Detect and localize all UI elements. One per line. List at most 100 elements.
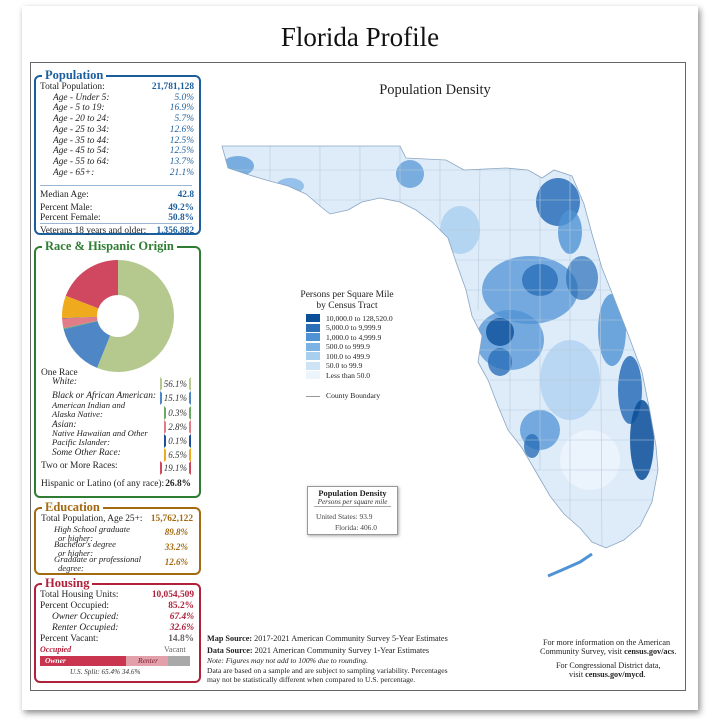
hispanic-value: 26.8% — [165, 479, 191, 489]
education-panel: Education Total Population, Age 25+: 15,… — [34, 500, 201, 575]
donut-slice — [97, 260, 174, 372]
legend-swatch — [306, 352, 320, 361]
population-row-value: 12.5% — [169, 146, 194, 157]
divider — [40, 223, 192, 224]
education-row-value: 89.8% — [164, 527, 188, 537]
race-row-label: Native Hawaiian and Other Pacific Island… — [52, 428, 148, 447]
education-row-line2: or higher: — [58, 532, 94, 543]
legend-swatch — [306, 371, 320, 380]
occupied-label: Percent Occupied: — [40, 601, 109, 611]
occupied-bar — [40, 656, 168, 666]
divider — [40, 185, 192, 186]
rounding-note: Note: Figures may not add to 100% due to… — [207, 656, 368, 665]
population-summary-label: Veterans 18 years and older: — [40, 226, 147, 236]
bar-occupied-label: Occupied — [40, 645, 72, 654]
renter-label: Renter Occupied: — [52, 623, 119, 633]
population-summary-value: 1,356,882 — [156, 226, 195, 236]
cong-info-text: visit — [569, 670, 586, 679]
population-summary-label: Percent Female: — [40, 213, 101, 223]
florida-density-map — [221, 145, 659, 578]
population-row-label: Age - 20 to 24: — [53, 114, 110, 125]
race-donut-chart — [62, 260, 174, 372]
education-row-value: 33.2% — [164, 542, 188, 552]
race-row-value: 19.1% — [159, 461, 191, 475]
renter-value: 32.6% — [169, 623, 194, 633]
us-density-row: United States: 93.9 — [316, 512, 372, 521]
page-title: Florida Profile — [280, 22, 440, 52]
county-boundary-label: County Boundary — [326, 391, 381, 400]
density-box-title: Population Density — [318, 489, 387, 498]
population-panel: Population Total Population: 21,781,128 Ag… — [34, 68, 201, 236]
cong-info-2: visit census.gov/mycd. — [569, 670, 646, 679]
population-summary-value: 50.8% — [168, 213, 194, 223]
population-row-value: 21.1% — [169, 167, 194, 178]
race-row-label: American Indian and Alaska Native: — [52, 400, 126, 419]
owner-bar — [40, 656, 127, 666]
population-row-value: 5.7% — [174, 114, 194, 125]
bar-vacant-label: Vacant — [164, 645, 186, 654]
content-frame — [30, 62, 686, 691]
legend-title-line1: Persons per Square Mile — [300, 290, 394, 300]
race-row-value: 2.8% — [164, 420, 191, 434]
housing-panel: Housing Total Housing Units: 10,054,509 … — [34, 576, 201, 683]
legend-swatch — [306, 333, 320, 342]
donut-slice — [62, 316, 98, 319]
population-density-box: Population Density Persons per square mi… — [307, 486, 398, 535]
race-row-label: Two or More Races: — [41, 461, 118, 471]
population-row-value: 21,781,128 — [151, 82, 194, 92]
race-row-value: 6.5% — [164, 448, 191, 462]
acs-info-1: For more information on the American — [543, 638, 671, 647]
education-row: Graduate or professional degree: 12.6% — [54, 555, 188, 572]
housing-occupancy-bar: Owner Renter — [40, 656, 190, 666]
race-row-value: 0.1% — [164, 434, 191, 448]
population-row-label: Age - Under 5: — [53, 92, 110, 103]
data-source: Data Source: 2021 American Community Sur… — [207, 646, 429, 656]
population-summary-label: Percent Male: — [40, 203, 93, 213]
sampling-note-1: Data are based on a sample and are subje… — [207, 666, 448, 675]
population-heading: Population — [42, 68, 107, 83]
education-row-line1: Graduate or professional — [54, 554, 142, 564]
vacant-value: 14.8% — [168, 634, 194, 644]
density-box-subtitle: Persons per square mile — [314, 498, 391, 507]
race-row-label: Asian: — [52, 420, 77, 430]
race-row-label: White: — [52, 377, 77, 387]
us-density-label: United States: — [316, 512, 358, 521]
vacant-label: Percent Vacant: — [40, 634, 99, 644]
occupied-value: 85.2% — [168, 601, 194, 611]
map-source-text: 2017-2021 American Community Survey 5-Ye… — [252, 634, 448, 643]
donut-slice — [63, 320, 111, 368]
us-split-label: U.S. Split: 65.4% 34.6% — [70, 668, 141, 676]
legend-swatch — [306, 314, 320, 323]
legend-swatch — [306, 342, 320, 351]
population-row-label: Age - 45 to 54: — [53, 146, 110, 157]
education-row-line1: Bachelor's degree — [54, 539, 116, 549]
hispanic-label: Hispanic or Latino (of any race): — [41, 479, 165, 489]
population-row-value: 12.5% — [169, 135, 194, 146]
data-source-text: 2021 American Community Survey 1-Year Es… — [252, 646, 430, 655]
mycd-link[interactable]: census.gov/mycd — [585, 670, 644, 679]
education-total-value: 15,762,122 — [150, 514, 193, 524]
population-summary-value: 49.2% — [168, 203, 194, 213]
donut-slice — [62, 316, 98, 329]
owner-label: Owner Occupied: — [52, 612, 119, 622]
acs-link[interactable]: census.gov/acs — [624, 647, 675, 656]
fl-density-row: Florida: 406.0 — [335, 523, 377, 532]
population-row-value: 13.7% — [169, 156, 194, 167]
legend-swatch — [306, 323, 320, 332]
race-row-label: Black or African American: — [52, 391, 157, 401]
us-density-value: 93.9 — [359, 512, 373, 521]
legend-label: 100.0 to 499.9 — [326, 351, 370, 361]
legend-swatch — [306, 361, 320, 370]
housing-heading: Housing — [42, 576, 93, 591]
race-row-value: 15.1% — [159, 391, 191, 405]
housing-units-value: 10,054,509 — [151, 590, 194, 600]
education-row-line2: degree: — [58, 562, 84, 573]
population-row-label: Age - 65+: — [53, 167, 95, 178]
legend-label: 10,000.0 to 128,520.0 — [326, 313, 393, 323]
map-legend-title: Persons per Square Mile by Census Tract — [292, 290, 402, 312]
population-row-value: 12.6% — [169, 124, 194, 135]
renter-bar-label: Renter — [138, 656, 158, 665]
map-title: Population Density — [379, 82, 491, 98]
housing-units-label: Total Housing Units: — [40, 590, 119, 600]
population-row-label: Age - 55 to 64: — [53, 156, 110, 167]
